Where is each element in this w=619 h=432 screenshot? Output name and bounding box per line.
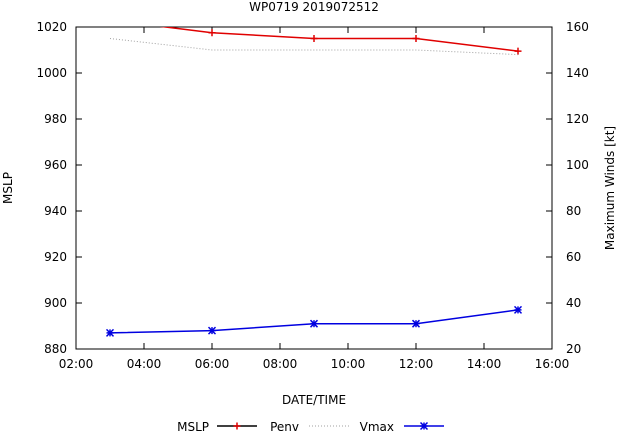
data-point-penv [310, 35, 318, 42]
data-point-vmax [207, 326, 217, 335]
x-tick-label: 08:00 [263, 357, 298, 371]
legend-marker-vmax [419, 421, 429, 431]
legend-label-penv: Penv [270, 420, 299, 432]
data-point-penv [514, 47, 522, 55]
y-right-tick-label: 80 [566, 204, 581, 218]
data-point-penv [412, 35, 420, 42]
x-tick-label: 10:00 [331, 357, 366, 371]
legend-marker-mslp [233, 422, 241, 430]
y-left-tick-label: 940 [44, 204, 67, 218]
y-left-tick-label: 900 [44, 296, 67, 310]
y-left-tick-label: 880 [44, 342, 67, 356]
y-axis-label-right: Maximum Winds [kt] [603, 126, 617, 250]
data-point-vmax [513, 305, 523, 314]
x-tick-label: 04:00 [127, 357, 162, 371]
y-left-tick-label: 1000 [36, 66, 67, 80]
x-tick-label: 02:00 [59, 357, 94, 371]
legend-label-vmax: Vmax [360, 420, 394, 432]
y-right-tick-label: 100 [566, 158, 589, 172]
data-point-vmax [309, 319, 319, 328]
y-left-tick-label: 980 [44, 112, 67, 126]
data-point-vmax-stroke [411, 319, 421, 328]
data-point-penv [107, 17, 114, 24]
x-axis-label: DATE/TIME [282, 393, 346, 407]
y-right-tick-label: 20 [566, 342, 581, 356]
y-right-tick-label: 60 [566, 250, 581, 264]
data-point-vmax [105, 328, 115, 337]
y-left-tick-label: 1020 [36, 20, 67, 34]
y-right-tick-label: 140 [566, 66, 589, 80]
legend-label-mslp: MSLP [177, 420, 209, 432]
y-right-tick-label: 40 [566, 296, 581, 310]
data-point-vmax-stroke [105, 328, 115, 337]
y-left-tick-label: 920 [44, 250, 67, 264]
legend: MSLP Penv Vmax [177, 420, 444, 432]
data-point-penv [208, 29, 216, 37]
legend-marker-vmax-stroke [419, 421, 429, 431]
data-point-vmax-stroke [207, 326, 217, 335]
series-line-unlabeled [109, 38, 519, 56]
x-tick-label: 14:00 [467, 357, 502, 371]
data-point-vmax [411, 319, 421, 328]
chart-title: WP0719 2019072512 [249, 0, 379, 14]
y-right-tick-label: 160 [566, 20, 589, 34]
y-right-tick-label: 120 [566, 112, 589, 126]
plot-frame [75, 26, 553, 350]
data-point-vmax-stroke [513, 305, 523, 314]
y-left-tick-label: 960 [44, 158, 67, 172]
data-point-vmax-stroke [309, 319, 319, 328]
y-axis-label-left: MSLP [1, 172, 15, 204]
x-tick-label: 06:00 [195, 357, 230, 371]
x-tick-label: 12:00 [399, 357, 434, 371]
x-tick-label: 16:00 [535, 357, 570, 371]
